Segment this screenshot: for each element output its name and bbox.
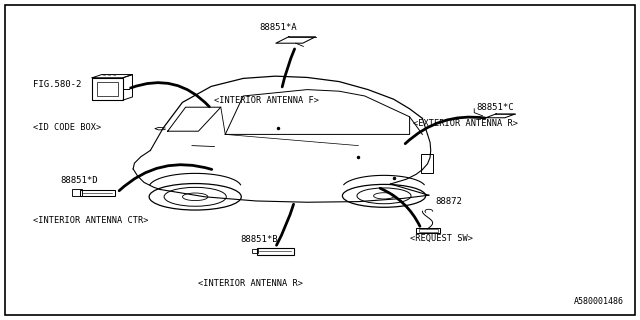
Text: <INTERIOR ANTENNA CTR>: <INTERIOR ANTENNA CTR>	[33, 216, 148, 225]
Bar	[80, 190, 115, 196]
Bar	[72, 189, 82, 196]
Text: 88872: 88872	[435, 197, 462, 206]
Text: <INTERIOR ANTENNA F>: <INTERIOR ANTENNA F>	[214, 96, 319, 105]
Bar	[257, 248, 294, 255]
Text: <REQUEST SW>: <REQUEST SW>	[410, 234, 472, 243]
Text: <EXTERIOR ANTENNA R>: <EXTERIOR ANTENNA R>	[413, 119, 518, 128]
Text: <INTERIOR ANTENNA R>: <INTERIOR ANTENNA R>	[198, 279, 303, 288]
Text: <ID CODE BOX>: <ID CODE BOX>	[33, 124, 102, 132]
Text: 88851*B: 88851*B	[240, 236, 278, 244]
Bar	[97, 82, 118, 96]
Bar	[419, 229, 438, 232]
Text: A580001486: A580001486	[574, 297, 624, 306]
Bar	[421, 154, 433, 173]
Bar	[416, 228, 440, 233]
Text: 88851*D: 88851*D	[61, 176, 99, 185]
Bar	[252, 249, 258, 253]
Bar	[92, 78, 123, 100]
Text: FIG.580-2: FIG.580-2	[33, 80, 82, 89]
Text: 88851*C: 88851*C	[477, 103, 515, 112]
Text: 88851*A: 88851*A	[259, 23, 297, 32]
